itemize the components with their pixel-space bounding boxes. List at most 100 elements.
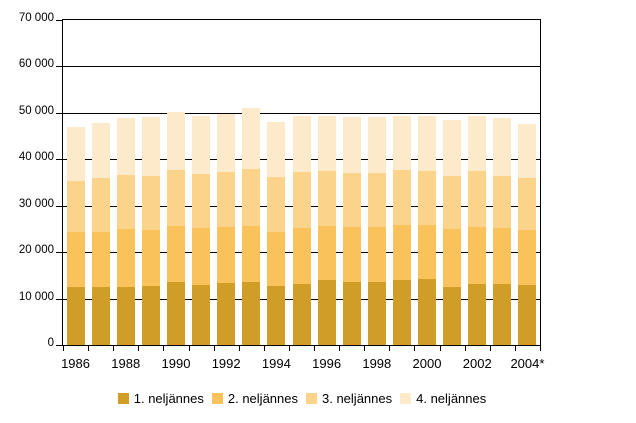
bar-1990-segment-q1 [166, 282, 185, 345]
y-axis-label: 20 000 [18, 244, 54, 257]
x-axis-label: 1990 [161, 356, 191, 371]
bar-1993-segment-q1 [242, 282, 261, 345]
x-axis-tick [63, 345, 64, 351]
bar-2000-segment-q1 [418, 279, 437, 345]
legend-swatch-q1 [117, 393, 129, 404]
bar-1987-segment-q2 [91, 231, 110, 287]
bar-1999-segment-q4 [392, 115, 411, 171]
x-axis-tick [188, 345, 190, 351]
legend-label-q1: 1. neljännes [133, 391, 204, 406]
x-axis-tick [314, 345, 316, 351]
x-axis-tick [113, 345, 115, 351]
bar-1997-segment-q3 [342, 172, 361, 228]
bar-1988-segment-q1 [116, 286, 135, 345]
bar-1991-segment-q2 [192, 228, 211, 286]
x-axis-tick [213, 345, 215, 351]
bar-2003-segment-q3 [493, 175, 512, 228]
legend: 1. neljännes 2. neljännes 3. neljännes 4. n… [0, 391, 636, 406]
x-axis-tick [364, 345, 366, 351]
y-axis-tick [56, 20, 62, 21]
bar-1989-segment-q1 [141, 285, 160, 345]
bar-1986-segment-q2 [66, 231, 85, 287]
bar-1988 [116, 20, 135, 345]
x-axis-tick [288, 345, 290, 351]
bar-1997-segment-q2 [342, 227, 361, 283]
bar-1989-segment-q2 [141, 230, 160, 286]
y-axis-label: 40 000 [18, 151, 54, 164]
bar-1987-segment-q4 [91, 123, 110, 179]
bar-2002-segment-q2 [468, 226, 487, 284]
legend-swatch-q3 [306, 393, 317, 404]
bar-2004-segment-q2 [518, 230, 537, 286]
x-axis-tick [540, 345, 541, 351]
bar-1998-segment-q4 [367, 117, 386, 174]
bar-1988-segment-q2 [116, 229, 135, 287]
y-axis-tick [56, 66, 62, 68]
bar-1994-segment-q1 [267, 286, 286, 345]
bar-1997-segment-q1 [342, 282, 361, 345]
bar-1988-segment-q3 [116, 175, 135, 230]
bar-1987 [91, 20, 110, 345]
bar-1994-segment-q2 [267, 231, 286, 287]
bar-1997-segment-q4 [342, 116, 361, 173]
bar-2001-segment-q4 [443, 119, 462, 176]
y-axis-label: 30 000 [18, 197, 54, 210]
bar-1989-segment-q3 [141, 175, 160, 231]
bar-1986 [66, 20, 85, 345]
x-axis-tick [88, 345, 90, 351]
x-axis-tick [263, 345, 265, 351]
bar-1994-segment-q3 [267, 177, 286, 232]
x-axis-tick [414, 345, 416, 351]
bar-2001-segment-q1 [443, 287, 462, 345]
legend-label-q2: 2. neljännes [227, 391, 298, 406]
y-axis-label: 60 000 [18, 58, 54, 71]
bar-1986-segment-q3 [66, 181, 85, 232]
bar-2002-segment-q4 [468, 115, 487, 171]
bar-1989 [141, 20, 160, 345]
bar-1992-segment-q2 [217, 226, 236, 283]
bar-2004-segment-q3 [518, 177, 537, 231]
bar-1988-segment-q4 [116, 117, 135, 176]
bar-1998 [367, 20, 386, 345]
bar-1991-segment-q4 [192, 116, 211, 174]
y-axis-label: 70 000 [18, 12, 54, 24]
bar-1992-segment-q3 [217, 171, 236, 227]
legend-label-q3: 3. neljännes [322, 391, 393, 406]
gridline-60000 [63, 66, 540, 68]
bar-1992-segment-q4 [217, 113, 236, 172]
bar-1991 [192, 20, 211, 345]
x-axis-tick [389, 345, 391, 351]
bar-1996-segment-q2 [317, 225, 336, 280]
legend-swatch-q2 [211, 393, 223, 404]
bar-2004 [518, 20, 537, 345]
bar-1986-segment-q4 [66, 126, 85, 182]
y-axis-label: 10 000 [18, 290, 54, 303]
bar-1994-segment-q4 [267, 122, 286, 178]
legend-item-q1: 1. neljännes [117, 391, 204, 406]
bar-1996-segment-q1 [317, 280, 336, 345]
bar-1998-segment-q2 [367, 227, 386, 283]
bar-2001 [443, 20, 462, 345]
x-axis-label: 2000 [412, 356, 442, 371]
x-axis-label: 1996 [312, 356, 342, 371]
bar-1996 [317, 20, 336, 345]
bar-2002-segment-q3 [468, 170, 487, 227]
bar-1998-segment-q1 [367, 282, 386, 345]
x-axis-label: 1994 [261, 356, 291, 371]
bar-2003 [493, 20, 512, 345]
y-axis-tick [56, 159, 62, 161]
bar-1992 [217, 20, 236, 345]
x-axis-label: 1986 [61, 356, 90, 371]
bar-1996-segment-q4 [317, 115, 336, 172]
bar-1993-segment-q2 [242, 225, 261, 283]
bar-1995-segment-q3 [292, 172, 311, 229]
x-axis-tick [439, 345, 441, 351]
x-axis-tick [163, 345, 165, 351]
x-axis-tick [489, 345, 491, 351]
bar-1995-segment-q1 [292, 283, 311, 345]
y-axis-tick [56, 205, 62, 207]
bar-1991-segment-q1 [192, 285, 211, 345]
bar-1987-segment-q3 [91, 178, 110, 232]
bar-1995-segment-q4 [292, 116, 311, 173]
bar-1996-segment-q3 [317, 171, 336, 226]
